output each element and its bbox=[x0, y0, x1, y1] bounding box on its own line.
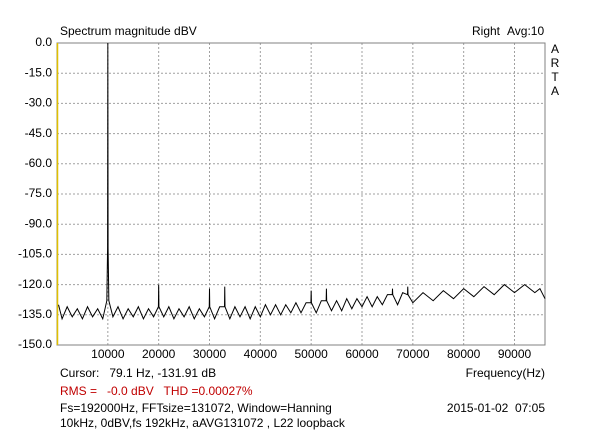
y-tick-label: -60.0 bbox=[25, 156, 53, 170]
side-letter: T bbox=[551, 70, 559, 84]
timestamp: 2015-01-02 07:05 bbox=[447, 401, 545, 415]
rms-readout: RMS = -0.0 dBV THD =0.00027% bbox=[60, 384, 253, 398]
y-tick-label: -75.0 bbox=[25, 186, 53, 200]
y-tick-label: -105.0 bbox=[18, 247, 52, 261]
x-tick-label: 10000 bbox=[91, 347, 125, 361]
x-tick-label: 40000 bbox=[244, 347, 278, 361]
spectrum-line bbox=[58, 42, 546, 321]
cursor-readout: Cursor: 79.1 Hz, -131.91 dB bbox=[60, 366, 216, 380]
averaging-label: Avg:10 bbox=[507, 24, 544, 38]
y-tick-label: -15.0 bbox=[25, 65, 53, 79]
measurement-note: 10kHz, 0dBV,fs 192kHz, aAVG131072 , L22 … bbox=[60, 416, 346, 430]
x-tick-label: 50000 bbox=[294, 347, 328, 361]
x-tick-label: 30000 bbox=[193, 347, 227, 361]
side-letter: A bbox=[551, 42, 559, 56]
x-tick-label: 80000 bbox=[447, 347, 481, 361]
y-tick-label: -135.0 bbox=[18, 307, 52, 321]
x-tick-label: 20000 bbox=[142, 347, 176, 361]
side-letter: R bbox=[551, 56, 560, 70]
y-tick-label: -30.0 bbox=[25, 96, 53, 110]
y-tick-label: -120.0 bbox=[18, 277, 52, 291]
x-tick-label: 90000 bbox=[498, 347, 532, 361]
fft-settings: Fs=192000Hz, FFTsize=131072, Window=Hann… bbox=[60, 401, 332, 415]
y-tick-label: -150.0 bbox=[18, 337, 52, 351]
y-tick-label: 0.0 bbox=[35, 35, 52, 49]
side-letter: A bbox=[551, 84, 559, 98]
channel-label: Right bbox=[472, 24, 501, 38]
x-tick-label: 60000 bbox=[345, 347, 379, 361]
y-tick-label: -90.0 bbox=[25, 216, 53, 230]
x-tick-label: 70000 bbox=[396, 347, 430, 361]
chart-title: Spectrum magnitude dBV bbox=[60, 24, 197, 38]
x-axis-title: Frequency(Hz) bbox=[466, 366, 545, 380]
y-tick-label: -45.0 bbox=[25, 126, 53, 140]
